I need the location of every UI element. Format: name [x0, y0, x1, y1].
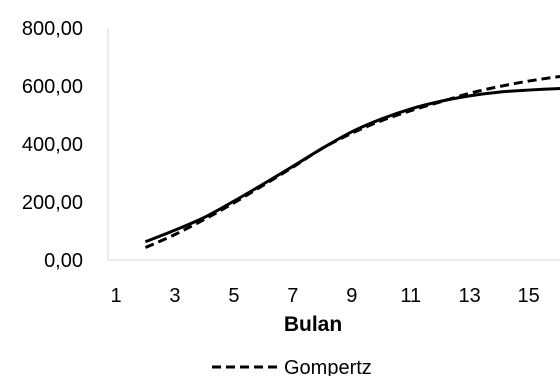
- x-tick-label: 5: [228, 285, 239, 307]
- x-tick-label: 15: [517, 285, 539, 307]
- x-tick-labels: 13579111315171921: [110, 285, 539, 307]
- y-tick-label: 800,00: [22, 18, 83, 40]
- x-tick-label: 9: [346, 285, 357, 307]
- legend: Gompertz: [212, 357, 372, 376]
- x-tick-label: 1: [110, 285, 121, 307]
- y-tick-label: 400,00: [22, 134, 83, 156]
- series-gompertz-line: [144, 74, 560, 249]
- y-tick-label: 0,00: [44, 250, 83, 272]
- x-tick-label: 7: [287, 285, 298, 307]
- legend-gompertz-label: Gompertz: [284, 357, 372, 376]
- x-tick-label: 13: [459, 285, 481, 307]
- series-solid-line: [144, 87, 560, 244]
- x-axis-title: Bulan: [284, 313, 342, 336]
- y-tick-label: 600,00: [22, 76, 83, 98]
- y-tick-labels: 0,00 200,00 400,00 600,00 800,00: [22, 18, 83, 272]
- series-layer: [144, 74, 560, 249]
- y-tick-label: 200,00: [22, 192, 83, 214]
- x-tick-label: 11: [400, 285, 421, 307]
- x-tick-label: 3: [169, 285, 180, 307]
